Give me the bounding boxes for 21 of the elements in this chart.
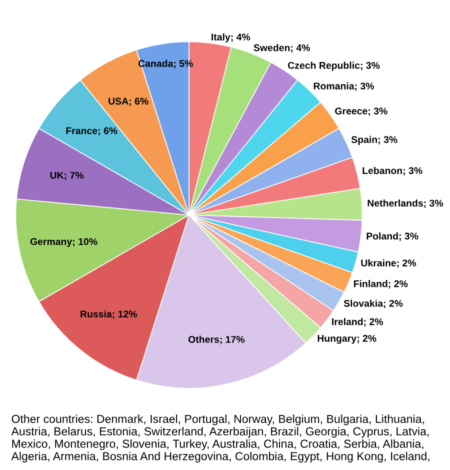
slice-label: Netherlands; 3% [368,199,444,208]
slice-label: Czech Republic; 3% [288,62,380,71]
slice-label: UK; 7% [50,172,84,180]
slice-label: Slovakia; 2% [344,300,403,308]
slice-label: Germany; 10% [30,238,98,247]
slice-label: Poland; 3% [366,232,418,241]
text: Other countries: Denmark, Israel, Portugal, Norway, Belgium, Bulgaria, Lithuania, Austria, Belarus, Estonia, Switzerland, Azerbaijan, Brazil, Georgia, Cyprus, Latvia, Mexico, Montenegro, Slovenia, Turkey, Australia, China, Croatia, Serbia, Albania, Algeria, Armenia, Bosnia And Herzegovina, Colombia, Egypt, Hong Kong, Iceland, [11,414,430,463]
slice-label: Lebanon; 3% [362,166,422,176]
slice-label: Greece; 3% [335,108,388,116]
slice-label: Finland; 2% [354,280,408,289]
slice-label: Italy; 4% [212,33,250,42]
slice-label: Spain; 3% [351,136,398,145]
slice-label: Others; 17% [188,336,245,344]
slice-label: USA; 6% [108,98,148,106]
slice-label: Hungary; 2% [318,334,376,344]
slice-label: Ukraine; 2% [361,259,416,268]
slice-label: France; 6% [66,127,118,136]
slice-label: Romania; 3% [314,82,374,91]
slice-label: Russia; 12% [80,310,137,319]
slice-label: Sweden; 4% [254,44,310,53]
slice-label: Ireland; 2% [332,318,384,327]
